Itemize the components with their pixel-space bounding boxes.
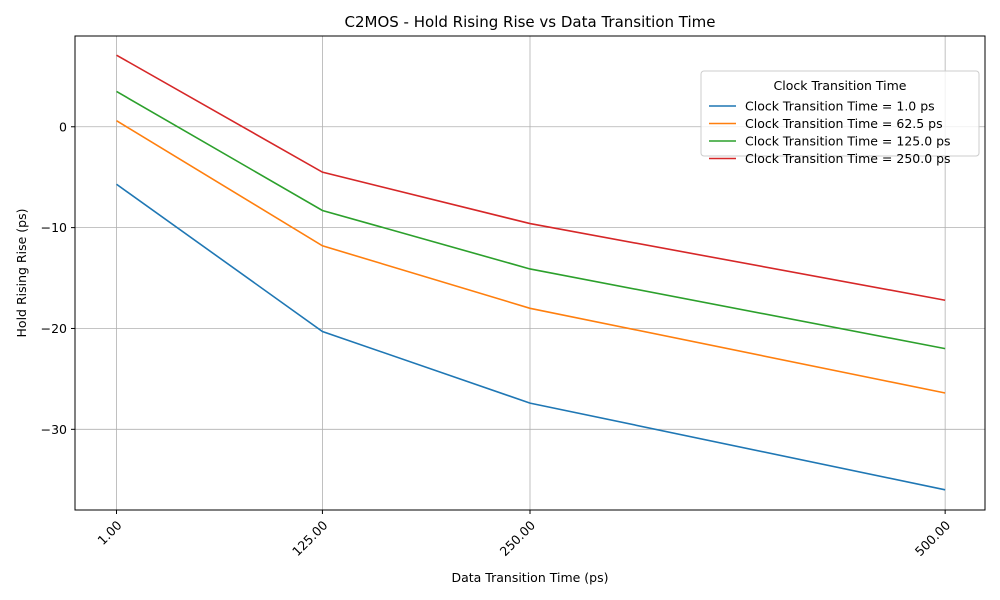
- series-line-2: [116, 120, 946, 394]
- series-line-1: [116, 183, 946, 491]
- y-tick-label: −20: [41, 321, 67, 336]
- y-axis-label: Hold Rising Rise (ps): [14, 209, 29, 338]
- x-tick-label: 250.00: [497, 517, 539, 559]
- legend-entry-label: Clock Transition Time = 125.0 ps: [745, 134, 951, 149]
- y-tick-label: −10: [41, 220, 67, 235]
- x-axis-ticks: 1.00 125.00 250.00 500.00: [94, 510, 953, 559]
- y-tick-label: −30: [41, 422, 67, 437]
- legend: Clock Transition Time Clock Transition T…: [700, 70, 980, 166]
- x-tick-label: 125.00: [289, 517, 331, 559]
- x-tick-label: 1.00: [94, 517, 124, 547]
- series-lines: [116, 54, 946, 491]
- chart-title: C2MOS - Hold Rising Rise vs Data Transit…: [345, 13, 716, 31]
- x-axis-label: Data Transition Time (ps): [451, 570, 608, 585]
- y-axis-ticks: −30 −20 −10 0: [41, 119, 75, 437]
- legend-entry-label: Clock Transition Time = 62.5 ps: [745, 116, 943, 131]
- legend-title: Clock Transition Time: [774, 78, 907, 93]
- legend-box: [700, 70, 980, 157]
- x-tick-label: 500.00: [912, 517, 954, 559]
- legend-entry-label: Clock Transition Time = 250.0 ps: [745, 151, 951, 166]
- legend-items: Clock Transition Time = 1.0 ps Clock Tran…: [709, 99, 951, 166]
- legend-entry-label: Clock Transition Time = 1.0 ps: [745, 99, 935, 114]
- series-line-4: [116, 54, 946, 302]
- series-line-3: [116, 90, 946, 350]
- y-tick-label: 0: [59, 119, 67, 134]
